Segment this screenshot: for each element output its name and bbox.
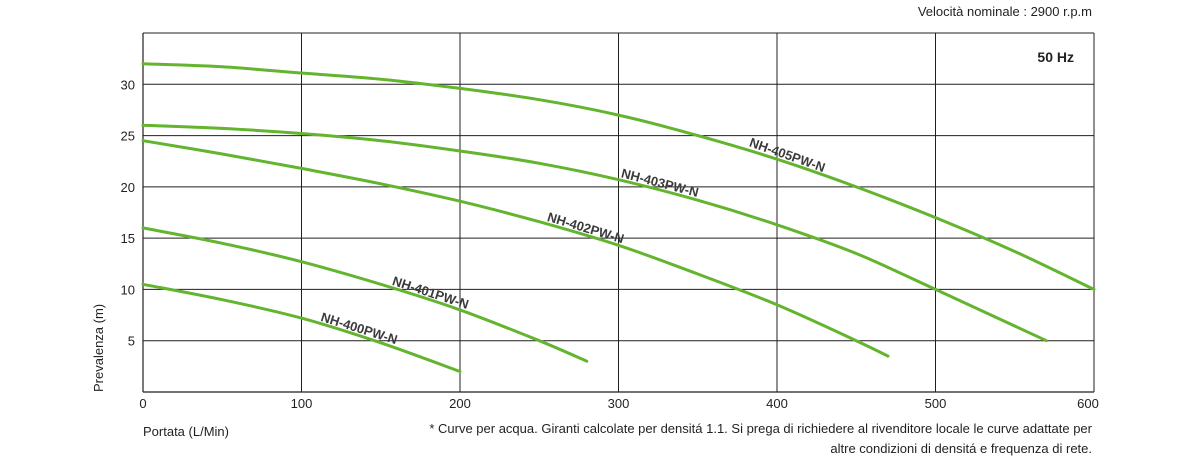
series-line-nh-405pw-n [141, 62, 1096, 291]
footnote-line-2: altre condizioni di densitá e frequenza … [830, 441, 1092, 456]
y-axis-title: Prevalenza (m) [91, 304, 106, 392]
frequency-label: 50 Hz [1037, 49, 1074, 65]
y-tick-label: 25 [121, 129, 135, 144]
x-tick-label: 500 [925, 396, 947, 411]
grid [143, 32, 1095, 392]
y-tick-label: 30 [121, 77, 135, 92]
footnote-line-1: * Curve per acqua. Giranti calcolate per… [429, 421, 1092, 436]
x-tick-label: 100 [291, 396, 313, 411]
x-tick-label: 0 [139, 396, 146, 411]
series-line-nh-402pw-n [141, 139, 890, 358]
y-tick-label: 15 [121, 231, 135, 246]
x-tick-label: 300 [608, 396, 630, 411]
rated-speed-label: Velocità nominale : 2900 r.p.m [917, 4, 1092, 19]
series-line-nh-400pw-n [141, 282, 462, 373]
x-axis-title: Portata (L/Min) [143, 424, 229, 439]
series-line-nh-403pw-n [141, 123, 1048, 343]
y-tick-label: 10 [121, 282, 135, 297]
series-line-nh-401pw-n [141, 226, 589, 363]
x-tick-label: 400 [766, 396, 788, 411]
series-lines [141, 62, 1096, 373]
y-tick-label: 20 [121, 180, 135, 195]
x-tick-label: 200 [449, 396, 471, 411]
y-tick-label: 5 [128, 334, 135, 349]
series-label-nh-403pw-n: NH-403PW-N [620, 166, 700, 200]
axes [142, 33, 1094, 393]
series-labels: NH-400PW-NNH-401PW-NNH-402PW-NNH-403PW-N… [319, 135, 827, 347]
x-tick-label: 600 [1077, 396, 1099, 411]
tick-labels: 0 100 200 300 400 500 600 5 10 15 20 25 30 [121, 77, 1099, 411]
